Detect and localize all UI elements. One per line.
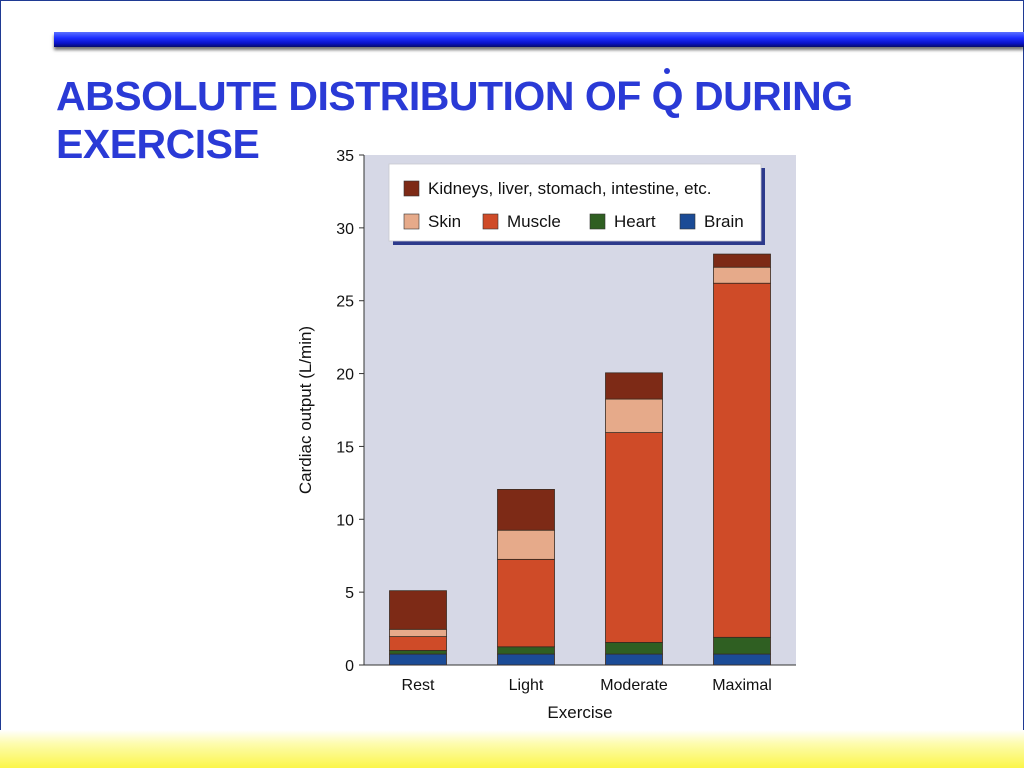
bar-segment-kidneys (605, 372, 663, 400)
bar-segment-brain (389, 653, 447, 666)
bottom-band (0, 730, 1024, 768)
bar-segment-skin (713, 266, 771, 284)
bar-segment-kidneys (713, 253, 771, 268)
y-tick-label: 20 (336, 367, 354, 384)
bar-segment-brain (497, 653, 555, 666)
y-tick-label: 15 (336, 439, 354, 456)
bar-segment-heart (713, 636, 771, 655)
y-tick-label: 0 (345, 658, 354, 675)
legend-swatch (403, 213, 420, 230)
bar-segment-kidneys (389, 590, 447, 630)
x-tick-label: Light (509, 677, 544, 694)
bar-segment-muscle (713, 282, 771, 638)
y-tick-label: 35 (336, 148, 354, 165)
bar-segment-muscle (497, 558, 555, 648)
bar-segment-skin (389, 628, 447, 637)
title-bar (54, 32, 1024, 47)
title-line-2: EXERCISE (56, 121, 260, 167)
legend-box (388, 163, 762, 242)
y-tick-label: 30 (336, 221, 354, 238)
legend-swatch (679, 213, 696, 230)
y-tick-label: 5 (345, 585, 354, 602)
y-axis-title: Cardiac output (L/min) (296, 326, 315, 494)
legend-label: Heart (614, 212, 656, 231)
legend-label: Kidneys, liver, stomach, intestine, etc. (428, 179, 711, 198)
legend-label: Skin (428, 212, 461, 231)
x-tick-label: Moderate (600, 677, 668, 694)
bar-segment-muscle (605, 432, 663, 643)
legend-label: Muscle (507, 212, 561, 231)
bar-segment-heart (605, 642, 663, 655)
bar-segment-brain (713, 653, 771, 666)
x-tick-label: Rest (402, 677, 435, 694)
bar-segment-kidneys (497, 489, 555, 531)
legend-swatch (589, 213, 606, 230)
title-text-before: ABSOLUTE DISTRIBUTION OF (56, 73, 652, 119)
legend-swatch (403, 180, 420, 197)
slide-title: ABSOLUTE DISTRIBUTION OF Q DURING EXERCI… (56, 68, 1016, 168)
y-tick-label: 25 (336, 294, 354, 311)
bar-segment-muscle (389, 636, 447, 651)
bar-segment-brain (605, 653, 663, 666)
bar-segment-heart (389, 650, 447, 655)
bar-segment-heart (497, 646, 555, 655)
x-tick-label: Maximal (712, 677, 772, 694)
y-tick-label: 10 (336, 512, 354, 529)
title-q-dot: Q (651, 68, 684, 119)
title-text-after: DURING (683, 73, 853, 119)
legend-label: Brain (704, 212, 744, 231)
title-line-1: ABSOLUTE DISTRIBUTION OF Q DURING (56, 68, 1016, 120)
x-axis-title: Exercise (547, 703, 612, 722)
legend-swatch (482, 213, 499, 230)
bar-segment-skin (605, 398, 663, 433)
bar-segment-skin (497, 529, 555, 560)
